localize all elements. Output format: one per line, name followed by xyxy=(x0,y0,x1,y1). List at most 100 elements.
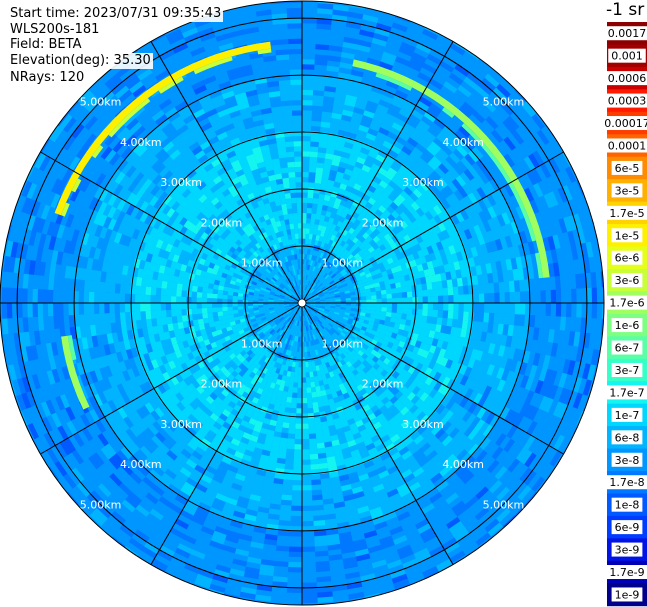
beta-cell xyxy=(307,308,313,313)
beta-cell xyxy=(325,318,331,324)
beta-cell xyxy=(295,413,302,420)
beta-cell xyxy=(260,326,267,333)
beta-cell xyxy=(295,274,299,281)
beta-cell xyxy=(386,268,394,276)
beta-cell xyxy=(357,267,365,274)
beta-cell xyxy=(393,276,401,284)
beta-cell xyxy=(279,263,285,270)
beta-cell xyxy=(286,370,292,378)
beta-cell xyxy=(322,289,329,294)
beta-cell xyxy=(312,260,316,267)
beta-cell xyxy=(314,305,321,308)
beta-cell xyxy=(309,269,313,276)
beta-cell xyxy=(108,292,115,303)
beta-cell xyxy=(339,311,346,315)
beta-cell xyxy=(233,331,241,338)
beta-cell xyxy=(283,273,288,280)
beta-cell xyxy=(242,327,250,333)
beta-cell xyxy=(283,234,289,241)
beta-cell xyxy=(305,325,309,332)
beta-cell xyxy=(301,495,313,502)
beta-cell xyxy=(292,292,297,298)
beta-cell xyxy=(305,372,310,379)
beta-cell xyxy=(302,145,311,152)
beta-cell xyxy=(247,305,254,309)
beta-cell xyxy=(337,284,344,290)
beta-cell xyxy=(259,275,266,282)
beta-cell xyxy=(381,298,388,304)
beta-cell xyxy=(350,308,357,312)
beta-cell xyxy=(279,342,285,349)
beta-cell xyxy=(499,303,506,314)
beta-cell xyxy=(314,272,320,279)
beta-cell xyxy=(316,229,322,236)
beta-cell xyxy=(342,316,350,321)
beta-cell xyxy=(216,311,224,317)
beta-cell xyxy=(356,276,363,282)
beta-cell xyxy=(432,295,439,304)
beta-cell xyxy=(272,243,278,251)
beta-cell xyxy=(294,444,302,451)
beta-cell xyxy=(180,302,187,310)
beta-cell xyxy=(325,261,332,268)
beta-cell xyxy=(272,355,278,363)
beta-cell xyxy=(263,278,270,284)
beta-cell xyxy=(275,260,281,267)
beta-cell xyxy=(301,362,306,368)
beta-cell xyxy=(302,227,307,234)
beta-cell xyxy=(311,317,317,324)
beta-cell xyxy=(334,322,341,328)
beta-cell xyxy=(311,254,315,261)
beta-cell xyxy=(310,275,314,282)
beta-cell xyxy=(344,290,351,294)
beta-cell xyxy=(391,303,398,309)
beta-cell xyxy=(301,464,311,471)
beta-cell xyxy=(468,293,475,304)
beta-cell xyxy=(292,474,302,481)
beta-cell xyxy=(314,307,320,310)
beta-cell xyxy=(236,274,244,280)
beta-cell xyxy=(198,323,206,331)
beta-cell xyxy=(302,155,310,162)
beta-cell xyxy=(268,295,275,299)
beta-cell xyxy=(270,269,277,276)
beta-cell xyxy=(316,312,323,318)
beta-cell xyxy=(221,294,228,300)
beta-cell xyxy=(289,265,294,272)
beta-cell xyxy=(247,308,254,312)
beta-cell xyxy=(216,293,223,299)
beta-cell xyxy=(279,276,285,282)
beta-cell xyxy=(345,295,352,299)
beta-cell xyxy=(286,283,292,289)
beta-cell xyxy=(269,257,276,264)
beta-cell xyxy=(325,305,331,308)
beta-cell xyxy=(284,278,290,285)
beta-cell xyxy=(213,279,221,286)
beta-cell xyxy=(285,239,290,246)
beta-cell xyxy=(306,309,311,315)
beta-cell xyxy=(281,319,287,325)
beta-cell xyxy=(284,218,290,225)
beta-cell xyxy=(369,283,376,289)
beta-cell xyxy=(272,304,279,307)
beta-cell xyxy=(228,283,235,289)
beta-cell xyxy=(386,330,394,338)
beta-cell xyxy=(228,317,235,323)
beta-cell xyxy=(374,282,381,288)
beta-cell xyxy=(298,289,301,296)
beta-cell xyxy=(309,303,316,305)
beta-cell xyxy=(291,335,296,342)
beta-cell xyxy=(295,263,299,270)
beta-cell xyxy=(324,306,331,310)
beta-cell xyxy=(280,235,286,242)
beta-cell xyxy=(278,316,284,322)
beta-cell xyxy=(323,231,330,239)
beta-cell xyxy=(294,285,298,292)
beta-cell xyxy=(322,288,328,293)
beta-cell xyxy=(489,303,496,314)
beta-cell xyxy=(277,253,283,260)
beta-cell xyxy=(254,314,261,319)
beta-cell xyxy=(319,385,326,392)
beta-cell xyxy=(274,345,280,352)
beta-cell xyxy=(390,317,397,323)
